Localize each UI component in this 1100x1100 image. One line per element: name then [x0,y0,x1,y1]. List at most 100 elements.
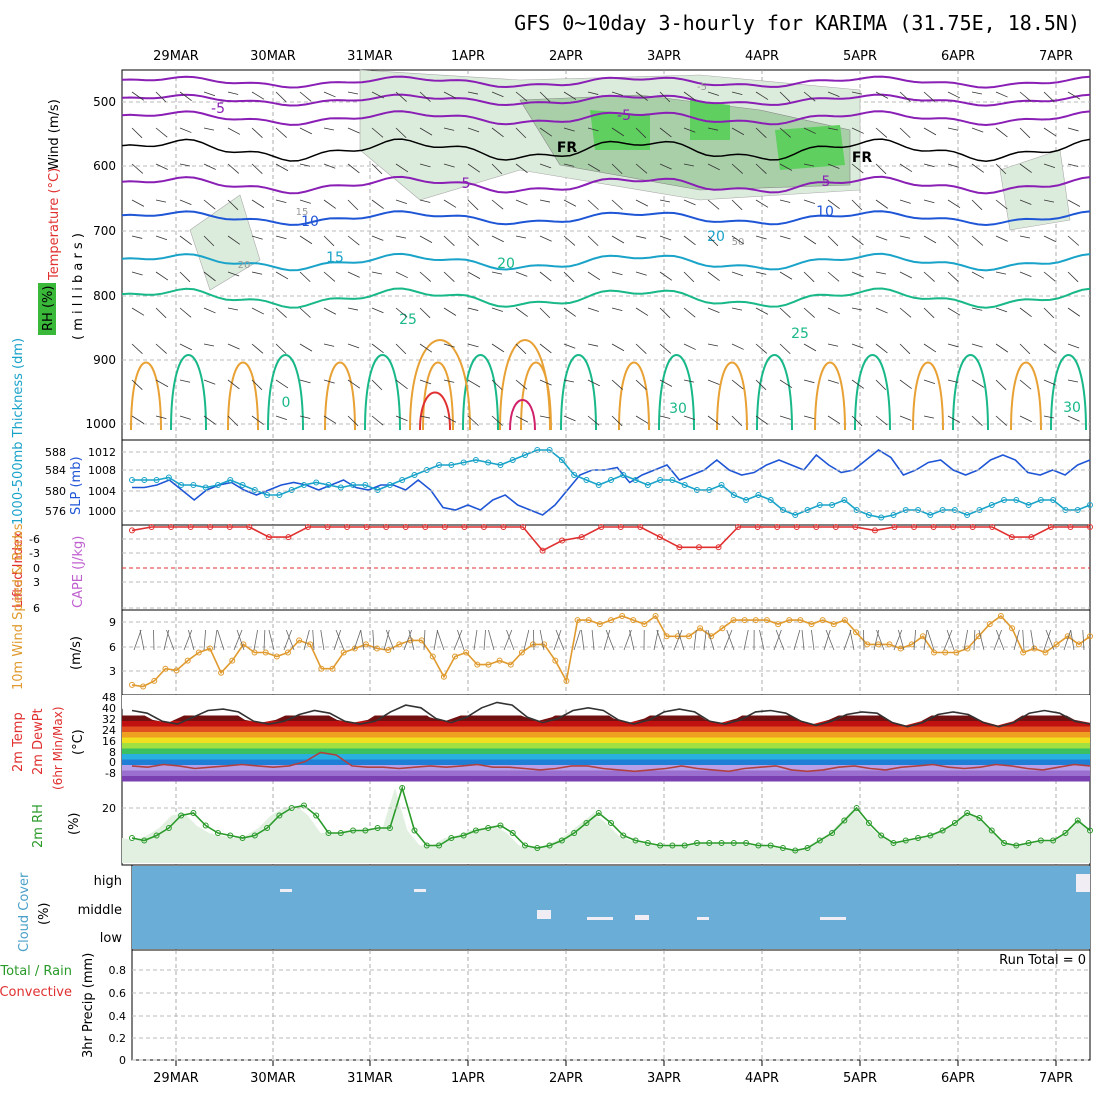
temp-contour [756,354,793,431]
thickness-line-point [1001,497,1008,503]
thickness-line-point [1062,507,1069,513]
wind-barb [995,271,1007,275]
rh-line-point [1062,830,1069,836]
wind-barb [899,127,911,139]
wind-barb [827,307,841,315]
thickness-line-point [804,507,811,513]
date-tick-bottom: 4APR [745,1071,779,1086]
wind-barb [179,163,190,167]
wind-barb [227,235,241,245]
thickness-line-point [657,477,664,483]
wind-barb [395,91,407,102]
wind-barb [371,91,385,99]
rh-ylabel-group: RH (%) [38,283,56,335]
top-date-axis: 29MAR 30MAR 31MAR 1APR 2APR 3APR 4APR 5APR 6APR 7… [153,49,1073,64]
wind-barb [587,127,599,132]
wind-barb [155,379,169,388]
thickness-line-point [865,512,872,518]
wind-barb [131,127,143,139]
wind-barb [971,415,983,426]
wind-barb [1067,343,1080,349]
surface-wind-barb [605,629,615,651]
wind-barb [1043,163,1056,169]
cloud-unit: (%) [37,903,52,926]
wind-barb [515,91,528,102]
thickness-line-point [288,487,295,493]
surface-wind-barb [591,629,595,651]
wind-barb [1067,235,1080,246]
rh-tick: 20 [102,802,116,815]
wind-barb [827,163,840,169]
ylabel-thk: 1000-500mb Thickness (dm) [11,338,26,525]
wind-barb [923,199,935,204]
wind-barb [131,343,143,354]
wind-barb [707,199,720,210]
rh-line-point [202,822,209,829]
wind-barb [779,163,793,171]
temp-tick: 32 [102,713,116,726]
wind-barb [635,343,647,355]
wind-barb [539,379,552,386]
date-tick-bottom: 6APR [941,1071,975,1086]
temp-band [122,759,1090,765]
wind-barb [131,235,143,239]
lifted-index-line-point [187,524,194,530]
wind-barb [851,235,864,246]
wind-barb [563,127,575,132]
temp-line [131,701,1091,728]
wind-barb [299,271,311,283]
wind-barb [947,271,959,282]
wind-barb [971,163,985,173]
wind-barb [683,163,694,167]
wind-barb [371,307,384,314]
precip-tick: 0.2 [109,1032,127,1045]
surface-wind-barb [677,629,685,651]
wind-speed-line-point [329,665,336,672]
thickness-line-point [1025,502,1032,508]
wind-barb [611,307,623,312]
lifted-index-line-point [520,524,527,530]
rh-area [122,788,1090,863]
ylabel-mb: ( m i l l i b a r s ) [71,233,86,340]
thickness-line-point [264,492,271,498]
temp-contour [462,354,499,431]
date-tick-bottom: 29MAR [153,1071,199,1086]
wind-barb [947,127,959,131]
wind-speed-line-point [251,649,258,656]
rh-line-point [509,830,516,836]
thickness-line-point [964,512,971,518]
thickness-line-point [386,482,393,488]
wind-barb [275,307,287,318]
lifted-index-line-point [813,524,820,530]
li-tick: 0 [33,562,40,575]
wind-speed-line-point [229,657,236,664]
lifted-index-line-point [852,524,859,530]
rh-line-point [251,832,258,839]
surface-wind-barb [726,629,735,651]
wind-barb [635,379,647,390]
temp-tick: 48 [102,691,116,704]
wind-barb [203,307,216,314]
wind-speed-line-point [741,617,748,624]
thickness-line-point [681,482,688,488]
wind-speed-line-point [685,633,692,640]
wind-barb [1043,199,1055,203]
wind-speed-line-point [886,641,893,648]
rh-line-point [1087,827,1093,834]
contour-label: 25 [791,326,809,342]
wind-barb [347,199,359,211]
temp-band [122,721,1090,727]
wind-barb [179,127,192,133]
wind-speed-line-point [184,657,191,664]
wind-barb [1067,163,1079,167]
wind-barb [155,235,168,241]
rh-line-point [411,827,418,834]
lifted-index-line-point [226,524,233,530]
lifted-index-line-point [617,524,624,530]
wind-barb [635,271,647,276]
wind-barb [851,343,864,349]
wind-barb [995,235,1008,242]
wind-speed-line-point [151,677,158,684]
rh-line-point [178,812,185,819]
wind-speed-line-point [719,625,726,632]
